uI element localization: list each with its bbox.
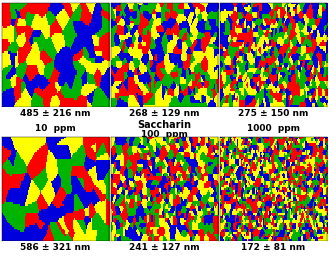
Text: 485 ± 216 nm: 485 ± 216 nm [20, 109, 91, 118]
Text: 172 ± 81 nm: 172 ± 81 nm [241, 243, 306, 252]
Text: 268 ± 129 nm: 268 ± 129 nm [129, 109, 200, 118]
Text: 100  ppm: 100 ppm [141, 130, 188, 139]
Text: 241 ± 127 nm: 241 ± 127 nm [129, 243, 200, 252]
Text: 10  ppm: 10 ppm [35, 124, 76, 133]
Text: Saccharin: Saccharin [138, 120, 191, 130]
Text: 586 ± 321 nm: 586 ± 321 nm [20, 243, 90, 252]
Text: 275 ± 150 nm: 275 ± 150 nm [239, 109, 309, 118]
Text: 1000  ppm: 1000 ppm [247, 124, 300, 133]
